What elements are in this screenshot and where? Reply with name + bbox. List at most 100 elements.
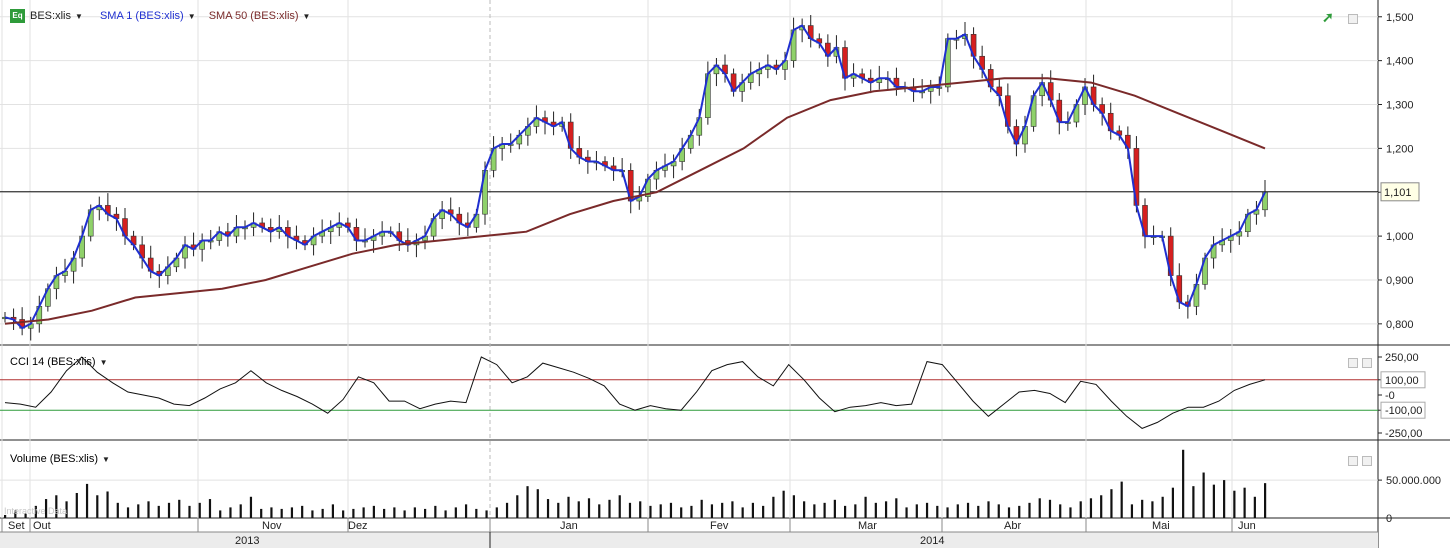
volume-bar [587, 498, 591, 518]
volume-bar [219, 510, 222, 518]
volume-bar [813, 504, 816, 518]
volume-bar [618, 495, 621, 518]
cci-level-box [1380, 401, 1426, 419]
month-label: Set [8, 520, 25, 532]
volume-bars [4, 449, 1267, 518]
volume-bar [1059, 504, 1062, 518]
volume-bar [229, 507, 232, 518]
volume-bar [905, 507, 908, 518]
volume-bar [803, 501, 806, 518]
year-bar [0, 532, 1378, 548]
volume-bar [1161, 496, 1164, 518]
volume-bar [116, 502, 119, 518]
volume-bar [1069, 507, 1072, 518]
volume-bar [475, 508, 478, 518]
volume-bar [157, 505, 160, 518]
current-price-label: 1,101 [1384, 187, 1412, 199]
dropdown-arrow-icon[interactable]: ▼ [74, 12, 83, 21]
volume-bar [44, 499, 48, 518]
volume-bar [331, 504, 335, 518]
volume-bar [762, 505, 765, 518]
sma1-line [4, 24, 1266, 330]
volume-bar [608, 499, 611, 518]
volume-bar [352, 508, 355, 518]
volume-bar [1089, 498, 1093, 518]
cci-level-box [1380, 371, 1426, 389]
volume-bar [55, 495, 58, 518]
volume-bar [895, 498, 898, 518]
month-label: Abr [1004, 520, 1021, 532]
volume-bar [126, 507, 130, 518]
volume-bar [1007, 507, 1011, 518]
month-label: Out [33, 520, 51, 532]
ticker-legend-item[interactable]: BES:xlis ▼ [30, 10, 83, 22]
volume-bar [772, 496, 775, 518]
volume-bar [946, 507, 949, 518]
volume-bar [659, 504, 662, 518]
volume-bar [424, 508, 427, 518]
volume-bar [1048, 499, 1052, 518]
volume-bar [65, 501, 68, 518]
volume-bar [628, 502, 632, 518]
cci-label: CCI 14 (BES:xlis) [10, 356, 96, 368]
equity-icon[interactable]: Eq [10, 9, 25, 23]
trend-arrow-icon[interactable]: ➚ [1322, 9, 1334, 25]
cci-tick-label: 250,00 [1385, 352, 1419, 364]
volume-bar [239, 504, 242, 518]
volume-bar [1151, 501, 1154, 518]
price-tick-label: 1,200 [1386, 143, 1414, 155]
volume-bar [700, 499, 703, 518]
volume-bar [393, 507, 396, 518]
volume-bar [1171, 487, 1175, 518]
volume-bar [434, 505, 437, 518]
volume-bar [383, 508, 386, 518]
volume-bar [290, 507, 294, 518]
volume-bar [1120, 481, 1123, 518]
volume-bar [4, 514, 7, 518]
close-pane-icon[interactable] [1362, 358, 1372, 368]
volume-bar [454, 507, 457, 518]
volume-bar [1243, 487, 1246, 518]
dropdown-arrow-icon[interactable]: ▼ [187, 12, 196, 21]
volume-bar [833, 499, 836, 518]
volume-bar [280, 508, 283, 518]
ticker-label: BES:xlis [30, 10, 71, 22]
volume-bar [301, 505, 304, 518]
price-legend: BES:xlis ▼ SMA 1 (BES:xlis) ▼ SMA 50 (BES:… [30, 10, 310, 22]
cci-line [4, 356, 1266, 429]
volume-bar [1079, 501, 1082, 518]
dropdown-arrow-icon[interactable]: ▼ [99, 358, 108, 367]
volume-bar [536, 489, 539, 518]
price-tick-label: 1,000 [1386, 231, 1414, 243]
volume-bar [188, 505, 191, 518]
volume-bar [649, 505, 652, 518]
dropdown-arrow-icon[interactable]: ▼ [302, 12, 311, 21]
maximize-pane-icon[interactable] [1348, 358, 1358, 368]
volume-bar [208, 499, 212, 518]
volume-bar [321, 508, 324, 518]
watermark-text: Interactive Data [4, 506, 67, 516]
volume-bar [1233, 490, 1236, 518]
year-label: 2013 [235, 535, 259, 547]
sma1-legend-item[interactable]: SMA 1 (BES:xlis) ▼ [100, 10, 196, 22]
maximize-pane-icon[interactable] [1348, 456, 1358, 466]
volume-bar [977, 505, 980, 518]
volume-bar [567, 496, 570, 518]
volume-bar [1253, 496, 1256, 518]
volume-bar [495, 507, 498, 518]
sma50-legend-item[interactable]: SMA 50 (BES:xlis) ▼ [209, 10, 311, 22]
volume-legend[interactable]: Volume (BES:xlis) ▼ [10, 453, 110, 465]
volume-bar [546, 499, 550, 518]
close-pane-icon[interactable] [1362, 456, 1372, 466]
volume-bar [792, 495, 795, 518]
dropdown-arrow-icon[interactable]: ▼ [102, 455, 110, 464]
volume-bar [936, 505, 939, 518]
volume-bar [444, 510, 447, 518]
volume-bar [342, 510, 345, 518]
maximize-pane-icon[interactable] [1348, 14, 1358, 24]
volume-bar [270, 507, 273, 518]
cci-legend[interactable]: CCI 14 (BES:xlis) ▼ [10, 356, 108, 368]
month-label: Dez [348, 520, 368, 532]
volume-bar [372, 505, 375, 518]
